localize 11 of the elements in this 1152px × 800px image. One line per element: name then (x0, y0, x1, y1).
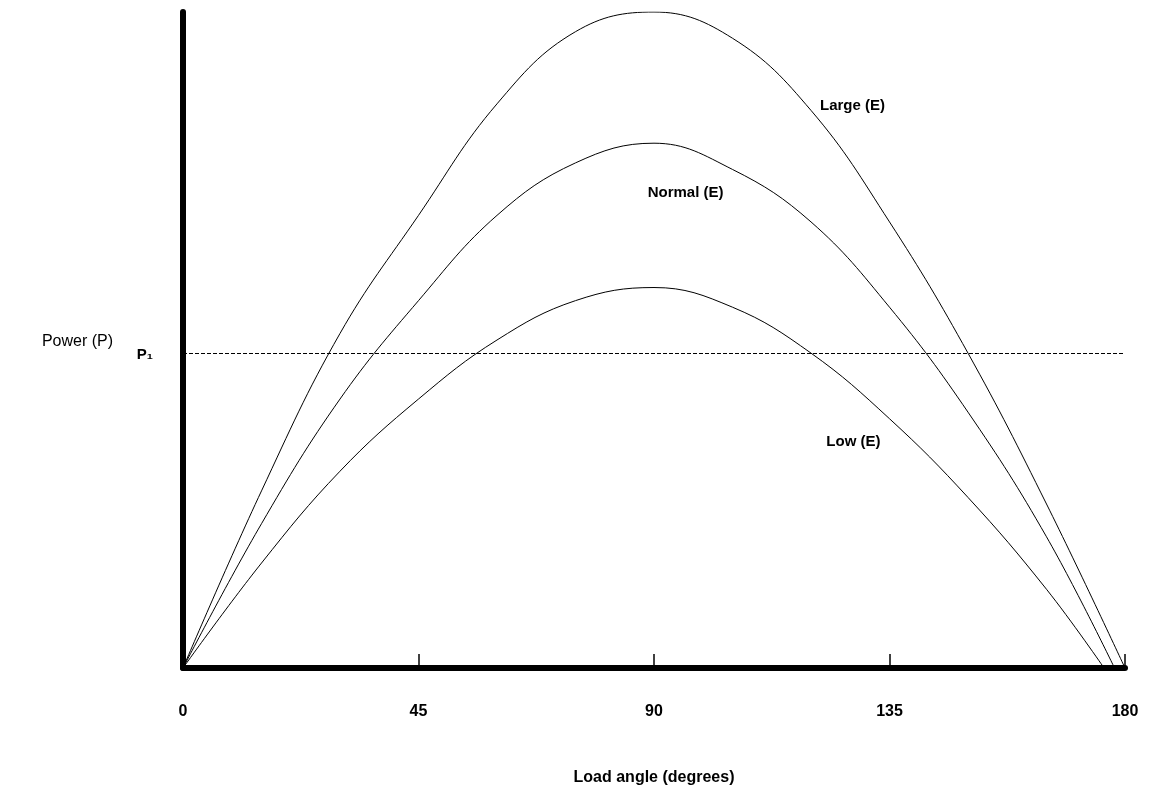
x-tick-label: 90 (645, 701, 663, 719)
x-tick-label: 0 (178, 701, 188, 719)
y-axis-title: Power (P) (41, 331, 113, 349)
x-axis-title: Load angle (degrees) (573, 767, 735, 785)
series-label: Low (E) (826, 432, 881, 450)
ref-line-label: P₁ (136, 344, 153, 362)
x-tick-label: 135 (876, 701, 903, 719)
x-tick-label: 45 (409, 701, 428, 719)
x-tick-label: 180 (1111, 701, 1139, 719)
series-label: Large (E) (820, 95, 886, 113)
series-label: Normal (E) (647, 182, 724, 200)
